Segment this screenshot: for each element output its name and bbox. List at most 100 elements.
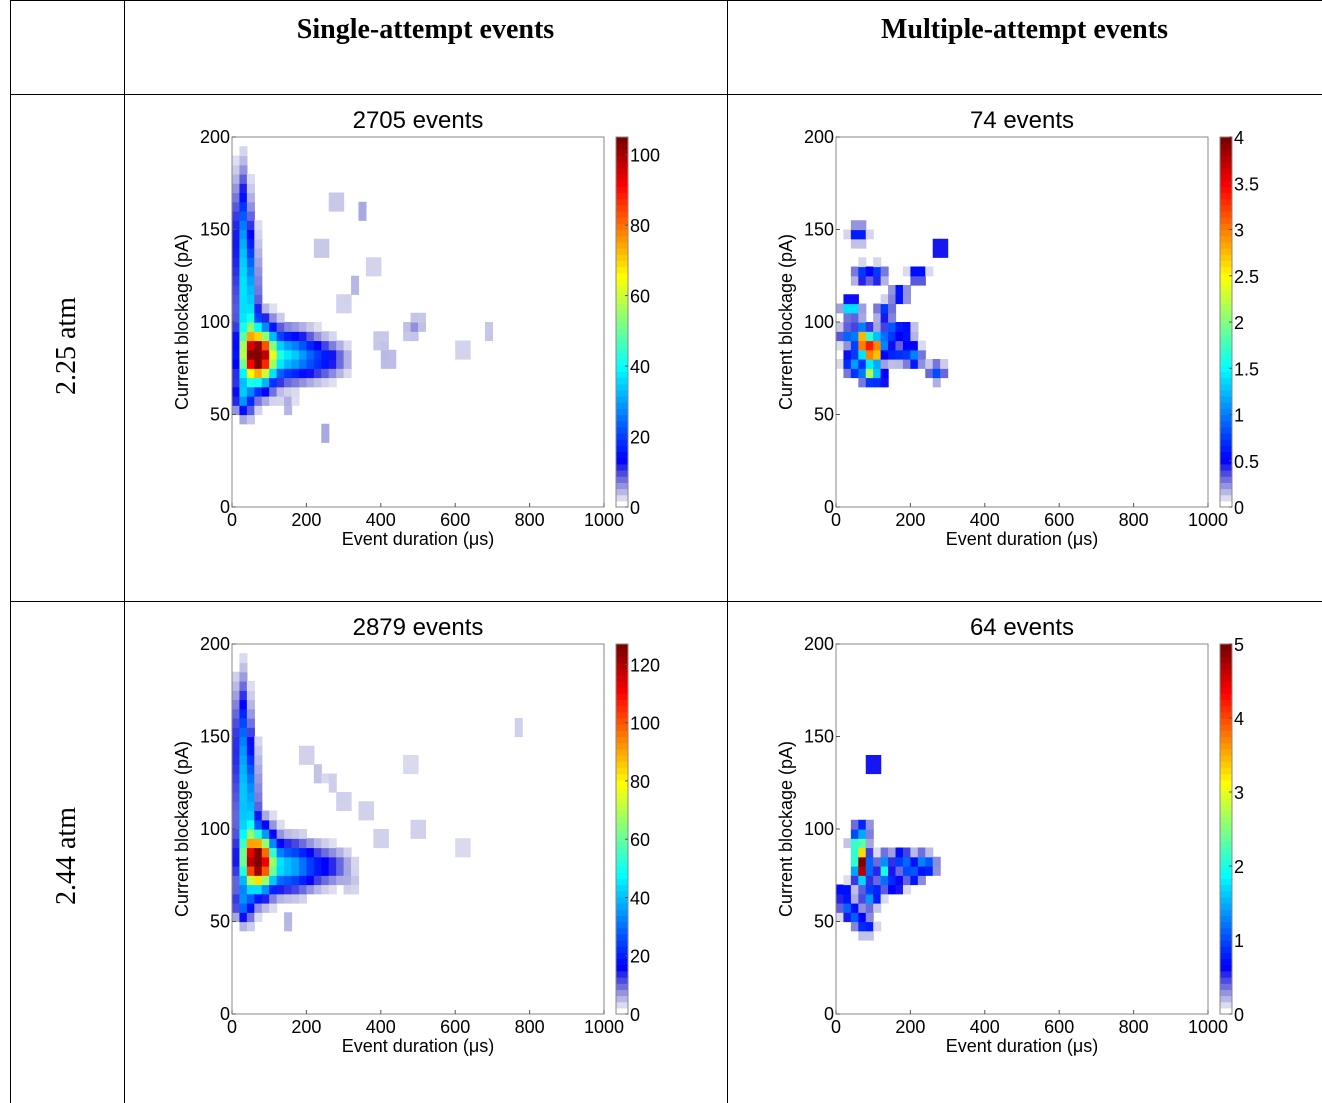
heatmap-cell bbox=[373, 266, 382, 277]
colorbar-tick-label: 2 bbox=[1234, 313, 1244, 333]
heatmap-cell bbox=[865, 755, 874, 765]
colorbar-segment bbox=[1220, 810, 1232, 818]
colorbar-segment bbox=[1220, 933, 1232, 941]
colorbar-segment bbox=[1220, 748, 1232, 756]
heatmap-cell bbox=[865, 903, 874, 913]
heatmap-cell bbox=[336, 303, 345, 314]
heatmap-cell bbox=[888, 331, 897, 342]
heatmap-cell bbox=[246, 912, 255, 923]
heatmap-cell bbox=[321, 433, 330, 443]
y-tick-label: 200 bbox=[200, 127, 230, 147]
colorbar-segment bbox=[616, 174, 628, 181]
heatmap-cell bbox=[239, 386, 248, 397]
heatmap-cell bbox=[239, 220, 248, 231]
heatmap-cell bbox=[932, 377, 941, 388]
y-tick-label: 50 bbox=[814, 405, 834, 425]
heatmap-cell bbox=[269, 377, 278, 388]
heatmap-cell bbox=[843, 303, 852, 314]
heatmap-cell bbox=[261, 331, 270, 342]
heatmap-cell bbox=[888, 303, 897, 314]
heatmap-cell bbox=[246, 238, 255, 249]
heatmap-cell bbox=[261, 377, 270, 388]
heatmap-cell bbox=[858, 930, 867, 941]
colorbar: 0 0.5 1 1.5 2 2.5 3 3.5 4 bbox=[1219, 128, 1259, 518]
heatmap-cell bbox=[313, 248, 322, 258]
heatmap-cell bbox=[239, 146, 248, 157]
heatmap-cell bbox=[298, 377, 307, 388]
heatmap-cell bbox=[902, 359, 911, 369]
heatmap-cell bbox=[836, 340, 845, 351]
colorbar-segment bbox=[616, 656, 628, 664]
heatmap-cell bbox=[246, 755, 255, 765]
plot-frame bbox=[835, 643, 1209, 1015]
x-tick-label: 200 bbox=[291, 510, 321, 530]
heatmap-cell bbox=[858, 893, 867, 904]
heatmap-cell bbox=[239, 856, 248, 867]
colorbar-segment bbox=[1220, 229, 1232, 237]
heatmap-cell bbox=[873, 764, 882, 775]
heatmap-cell bbox=[313, 856, 322, 867]
heatmap-cell bbox=[239, 718, 248, 728]
heatmap-cell bbox=[336, 359, 345, 369]
heatmap-cell bbox=[291, 386, 300, 397]
heatmap-cell bbox=[351, 884, 360, 895]
heatmap-cell bbox=[232, 211, 241, 221]
heatmap-cell bbox=[895, 349, 904, 360]
heatmap-cell bbox=[343, 847, 352, 858]
heatmap-cell bbox=[276, 847, 285, 858]
heatmap-cell bbox=[232, 331, 241, 342]
colorbar-segment bbox=[616, 352, 628, 360]
colorbar-segment bbox=[1220, 223, 1232, 231]
colorbar-segment bbox=[1220, 736, 1232, 744]
heatmap-cell bbox=[873, 893, 882, 904]
heatmap-cell bbox=[246, 708, 255, 719]
heatmap-cell bbox=[254, 386, 263, 397]
heatmap-single-2-25: 2705 events 0 200 400 600 800 1000 0 50 100 150 200… bbox=[150, 100, 710, 570]
heatmap-cell bbox=[858, 349, 867, 360]
colorbar-segment bbox=[1220, 217, 1232, 224]
heatmap-cell bbox=[269, 303, 278, 314]
heatmap-cell bbox=[306, 359, 315, 369]
heatmap-cell bbox=[232, 368, 241, 379]
colorbar: 0 20 40 60 80 100 bbox=[615, 136, 660, 518]
heatmap-cell bbox=[865, 377, 874, 388]
heatmap-cell bbox=[865, 349, 874, 360]
heatmap-cell bbox=[858, 340, 867, 351]
heatmap-cell bbox=[306, 866, 315, 876]
colorbar-segment bbox=[1220, 211, 1232, 218]
heatmap-cell bbox=[239, 745, 248, 756]
heatmap-cell bbox=[246, 819, 255, 830]
colorbar-segment bbox=[616, 420, 628, 428]
y-axis-label: Current blockage (pA) bbox=[776, 741, 796, 917]
colorbar-segment bbox=[616, 389, 628, 397]
colorbar-segment bbox=[616, 711, 628, 719]
heatmap-cell bbox=[910, 875, 919, 886]
colorbar-segment bbox=[616, 223, 628, 231]
x-tick-label: 800 bbox=[515, 1017, 545, 1037]
heatmap-cell bbox=[888, 856, 897, 867]
heatmap-cell bbox=[298, 322, 307, 332]
heatmap-cell bbox=[254, 285, 263, 295]
heatmap-cell bbox=[298, 340, 307, 351]
heatmap-cell bbox=[232, 838, 241, 849]
heatmap-cell bbox=[276, 396, 285, 406]
colorbar-segment bbox=[1220, 426, 1232, 434]
heatmap-cell bbox=[888, 285, 897, 295]
x-tick-label: 1000 bbox=[1188, 510, 1228, 530]
heatmap-cell bbox=[298, 847, 307, 858]
heatmap-cell bbox=[276, 377, 285, 388]
colorbar-segment bbox=[1220, 1007, 1232, 1015]
colorbar-segment bbox=[616, 724, 628, 731]
heatmap-cell bbox=[291, 349, 300, 360]
heatmap-cell bbox=[418, 829, 427, 839]
heatmap-cell bbox=[306, 349, 315, 360]
heatmap-cell bbox=[284, 856, 293, 867]
heatmap-cell bbox=[373, 838, 382, 849]
heatmap-cell bbox=[858, 847, 867, 858]
heatmap-cell bbox=[850, 884, 859, 895]
heatmap-cell bbox=[313, 322, 322, 332]
colorbar-segment bbox=[1220, 365, 1232, 372]
colorbar-segment bbox=[616, 408, 628, 416]
heatmap-single-2-44: 2879 events 0 200 400 600 800 1000 0 50 100 150 200… bbox=[150, 607, 710, 1077]
colorbar-segment bbox=[616, 396, 628, 403]
